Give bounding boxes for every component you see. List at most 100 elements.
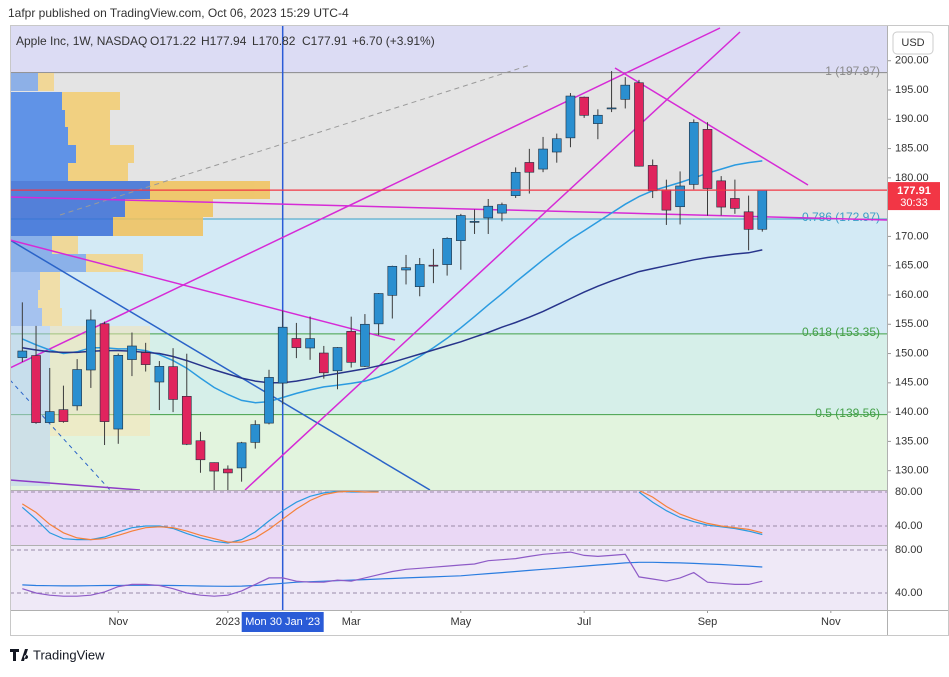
vp-bar (10, 199, 125, 217)
candle-body (44, 411, 55, 423)
candle-body (661, 189, 672, 211)
vp-bar (68, 163, 128, 181)
candle-body (730, 198, 740, 209)
candle-body (414, 264, 425, 287)
candle-body (264, 377, 274, 424)
candle-body (688, 122, 699, 185)
price-series (17, 71, 768, 490)
symbol: Apple Inc, 1W, NASDAQ (16, 34, 147, 48)
last-price-box (888, 182, 940, 211)
candle-body (58, 409, 69, 422)
countdown: 30:33 (900, 197, 928, 209)
vp-bar (125, 199, 213, 217)
crosshair-box (241, 612, 324, 632)
candle-body (168, 366, 178, 400)
y-tick-label: 150.00 (895, 347, 929, 359)
candle-body (140, 352, 151, 365)
currency-button[interactable] (892, 31, 934, 55)
ohlc-high: H177.94 (201, 34, 247, 48)
line (21, 491, 763, 543)
candle-body (319, 352, 329, 374)
candle-body (538, 148, 548, 170)
brand: TradingView (10, 647, 105, 662)
change: +6.70 (+3.91%) (352, 34, 435, 48)
y-tick-label: 135.00 (895, 435, 929, 447)
y-tick-label: 40.00 (895, 520, 923, 532)
candle-body (154, 366, 165, 383)
candle-body (428, 264, 439, 267)
trend-line (10, 379, 111, 490)
candle-body (305, 338, 315, 349)
candle-body (72, 369, 82, 407)
candle-body (277, 326, 288, 384)
candle-body (675, 185, 685, 208)
candle-body (181, 395, 192, 445)
candle-body (31, 355, 41, 423)
ohlc-low: L170.82 (252, 34, 296, 48)
vp-bar (113, 217, 203, 236)
candle-body (702, 129, 713, 189)
x-tick-label: Sep (698, 616, 718, 628)
candle-body (373, 293, 384, 325)
vp-bar (10, 308, 42, 326)
currency[interactable]: USD (901, 37, 924, 49)
y-tick-label: 145.00 (895, 377, 929, 389)
candle-body (401, 267, 411, 271)
vp-bar (10, 127, 68, 145)
y-tick-label: 140.00 (895, 406, 929, 418)
fib-label: 0.5 (139.56) (815, 406, 880, 420)
candle-body (606, 107, 617, 110)
candle-body (127, 345, 137, 360)
zone (10, 219, 887, 334)
vp-bar (10, 217, 113, 236)
trend-line (10, 239, 396, 341)
vp-bar (10, 92, 62, 110)
candle-body (250, 424, 261, 443)
drawings (10, 27, 887, 490)
candle-body (195, 440, 206, 461)
vp-bar (10, 290, 38, 308)
brand-name: TradingView (33, 647, 105, 662)
x-tick-label: May (450, 616, 471, 628)
zone (10, 25, 887, 73)
candle-body (17, 350, 28, 358)
vp-bar (10, 145, 76, 163)
candle-body (442, 237, 452, 265)
vp-bar (10, 272, 40, 290)
vp-bar (38, 290, 60, 308)
x-tick-label: Jul (577, 616, 591, 628)
candle-body (510, 171, 521, 196)
line (22, 561, 763, 587)
candle-body (99, 323, 110, 422)
vp-bar (10, 73, 38, 91)
y-tick-label: 155.00 (895, 318, 929, 330)
candle-body (716, 180, 726, 208)
publish-note: 1afpr published on TradingView.com, Oct … (8, 6, 349, 20)
candle-body (469, 221, 480, 223)
oscillator (22, 551, 763, 597)
vp-bar (65, 110, 110, 127)
vp-bar (38, 73, 54, 91)
candle-body (757, 189, 768, 230)
x-tick-label: Mar (342, 616, 361, 628)
y-tick-label: 200.00 (895, 55, 929, 67)
candle-body (360, 323, 370, 367)
candle-body (551, 138, 562, 153)
candle-body (593, 114, 603, 124)
vp-bar (10, 163, 68, 181)
trend-line (10, 239, 431, 490)
pane-background (10, 546, 887, 610)
y-tick-label: 80.00 (895, 544, 923, 556)
candle-body (113, 355, 124, 430)
candle-body (743, 211, 754, 230)
line (21, 491, 763, 544)
vp-bar (86, 254, 143, 272)
fib-label: 0.786 (172.97) (802, 210, 880, 224)
candle-body (291, 338, 302, 348)
y-tick-label: 190.00 (895, 113, 929, 125)
candle-body (456, 215, 466, 241)
oscillator (21, 491, 763, 544)
brand-logo (10, 649, 29, 661)
y-tick-label: 180.00 (895, 172, 929, 184)
